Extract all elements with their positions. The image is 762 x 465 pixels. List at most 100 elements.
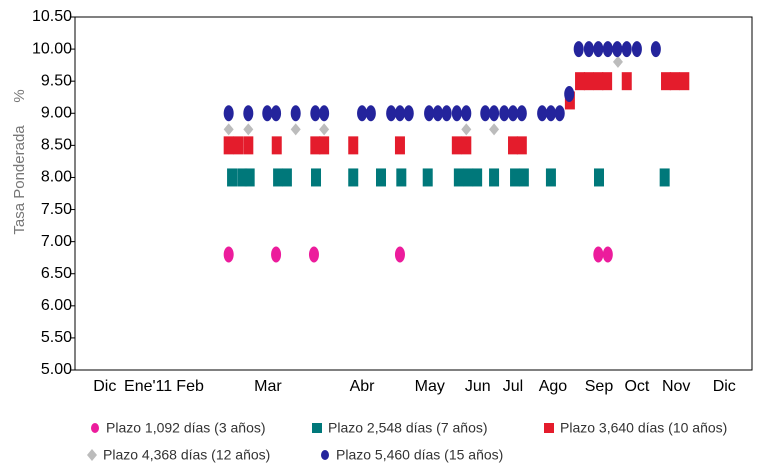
data-point [451,105,462,122]
data-point [319,136,330,155]
data-point [394,136,405,155]
data-point [271,105,282,122]
data-point [472,168,483,187]
data-point [310,105,321,122]
y-tick-label: 5.00 [41,361,72,378]
x-tick-label: May [415,378,445,395]
data-point [508,136,519,155]
data-point [631,41,642,58]
data-point [602,41,613,58]
legend-label: Plazo 2,548 días (7 años) [328,420,488,436]
legend-marker [312,423,322,433]
data-point [441,105,452,122]
data-point [243,123,254,136]
x-tick-label: Jul [503,378,523,395]
x-tick-label: Jun [465,378,491,395]
data-point [273,168,284,187]
data-point [271,136,282,155]
y-tick-label: 6.00 [41,297,72,314]
data-point [311,168,322,187]
data-point [308,246,319,263]
data-point [348,136,359,155]
data-point [659,168,670,187]
data-point [223,105,234,122]
data-point [602,72,613,91]
data-point [489,105,500,122]
data-point [554,105,565,122]
data-point [545,168,556,187]
data-point [243,105,254,122]
data-point [376,168,387,187]
legend-marker [87,449,97,461]
data-point [271,246,282,263]
data-point [365,105,376,122]
legend-marker [91,423,99,433]
legend-label: Plazo 5,460 días (15 años) [336,447,503,463]
data-point [244,168,255,187]
data-point [461,105,472,122]
data-point [424,105,435,122]
y-tick-label: 6.50 [41,265,72,282]
data-point [564,86,575,103]
data-point [650,41,661,58]
data-point [396,168,407,187]
data-point [290,123,301,136]
x-tick-label: Oct [624,378,649,395]
data-point [233,136,244,155]
data-point [669,72,680,91]
y-tick-label: 9.00 [41,104,72,121]
data-point [602,246,613,263]
x-tick-label: Nov [662,378,690,395]
data-point [227,168,238,187]
data-point [243,136,254,155]
data-point [593,246,604,263]
data-point [394,105,405,122]
y-tick-label: 7.50 [41,201,72,218]
data-point [461,136,472,155]
x-tick-label: Ago [539,378,568,395]
data-point [237,168,248,187]
data-point [394,246,405,263]
data-point [508,105,519,122]
data-point [499,105,510,122]
legend-label: Plazo 3,640 días (10 años) [560,420,727,436]
data-point [348,168,359,187]
data-point [432,105,443,122]
data-point [281,168,292,187]
x-tick-label: Dic [93,378,116,395]
data-point [463,168,474,187]
y-tick-label: 5.50 [41,329,72,346]
data-point [453,168,464,187]
y-tick-label: 8.00 [41,169,72,186]
y-tick-label: 8.50 [41,137,72,154]
y-axis-label: Tasa Ponderada [11,125,28,235]
data-point [461,123,472,136]
legend-marker [321,450,329,460]
data-point [545,105,556,122]
data-point [573,41,584,58]
data-point [583,41,594,58]
data-point [290,105,301,122]
data-point [223,136,234,155]
data-point [403,105,414,122]
data-point [357,105,368,122]
data-point [621,41,632,58]
data-point [537,105,548,122]
x-tick-label: Abr [350,378,376,395]
data-point [516,105,527,122]
x-tick-label: Dic [713,378,736,395]
y-tick-label: 9.50 [41,72,72,89]
plot-frame [74,16,753,371]
data-point [661,72,672,91]
data-point [575,72,586,91]
data-point [489,168,500,187]
data-point [386,105,397,122]
y-tick-label: 10.00 [32,40,72,57]
data-point [223,246,234,263]
data-point [612,55,623,68]
y-tick-label: 10.50 [32,8,72,25]
data-point [451,136,462,155]
y-tick-label: 7.00 [41,233,72,250]
x-tick-label: Feb [176,378,204,395]
legend-label: Plazo 4,368 días (12 años) [103,447,270,463]
